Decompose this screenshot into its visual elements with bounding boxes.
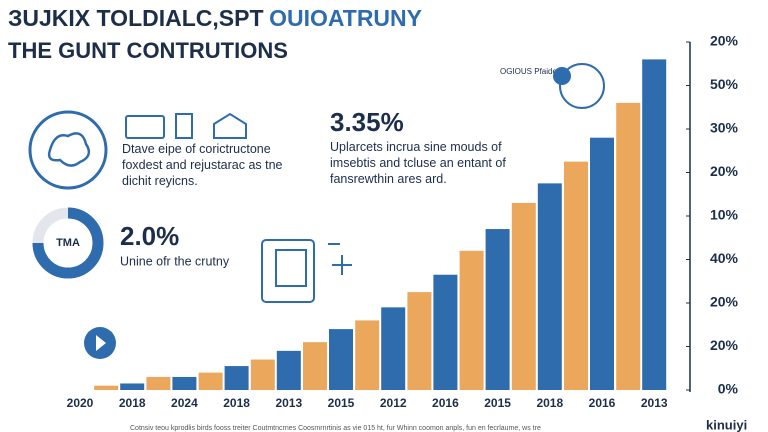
- bar: [433, 274, 458, 390]
- block3: Unine ofr the crutny: [120, 254, 230, 268]
- block1-line: dichit reyicns.: [122, 174, 198, 188]
- icon-circle: [28, 110, 108, 190]
- bar: [511, 202, 536, 390]
- y-tick-label: 0%: [718, 381, 739, 397]
- bar: [485, 229, 510, 390]
- footer-note: Cotnsiv teou kprodlis birds fooss treite…: [130, 425, 541, 432]
- bar: [224, 366, 249, 390]
- bar: [590, 137, 614, 390]
- y-tick-label: 20%: [710, 294, 739, 310]
- bar: [94, 385, 119, 390]
- x-tick-label: 2012: [380, 396, 407, 410]
- bar: [303, 342, 327, 390]
- plot: 20% 50% 30% 20% 10% 40% 20% 20% 0% 2020 2018 2024 20…: [67, 33, 739, 410]
- bar: [537, 183, 562, 390]
- block2-line: fansrewthin ares ard.: [330, 172, 447, 186]
- x-tick-label: 2016: [589, 396, 616, 410]
- brand: kinuiyi: [706, 417, 747, 432]
- bar: [381, 307, 406, 390]
- subtitle: THE GUNT CONTRUTIONS: [8, 38, 288, 63]
- icon-map: [47, 132, 91, 167]
- x-tick-label: 2016: [432, 396, 459, 410]
- x-tick-label: 2013: [641, 396, 668, 410]
- bar: [564, 161, 588, 390]
- y-tick-label: 20%: [710, 33, 739, 49]
- donut-arc: [32, 207, 104, 279]
- x-tick-label: 2018: [223, 396, 250, 410]
- x-tick-label: 2018: [119, 396, 146, 410]
- x-tick-label: 2013: [275, 396, 302, 410]
- y-tick-label: 10%: [710, 207, 739, 223]
- x-tick-label: 2020: [67, 396, 94, 410]
- bar: [120, 383, 145, 390]
- y-tick-label: 20%: [710, 337, 739, 353]
- x-tick-label: 2015: [484, 396, 511, 410]
- stat1: 3.35%: [330, 107, 404, 137]
- block2: Uplarcets incrua sine mouds of imsebtis …: [330, 140, 509, 186]
- bar: [355, 320, 380, 390]
- x-tick-label: 2015: [328, 396, 355, 410]
- stat2: 2.0%: [120, 221, 179, 251]
- bar: [329, 329, 353, 390]
- bar: [616, 102, 641, 391]
- y-tick-label: 50%: [710, 76, 739, 92]
- icon-row: [125, 112, 247, 139]
- badge: OGIOUS Pfaide: [500, 67, 557, 76]
- title-blue: OUIOATRUNY: [269, 5, 422, 31]
- bar: [459, 250, 484, 390]
- x-tick-label: 2018: [536, 396, 563, 410]
- block2-line: Uplarcets incrua sine mouds of: [330, 140, 502, 154]
- icon-docs: [261, 239, 352, 303]
- bar: [146, 376, 171, 390]
- bar: [172, 376, 197, 390]
- y-tick-label: 40%: [710, 250, 739, 266]
- donut-label: TMA: [56, 237, 80, 249]
- title-dark: ЗUJKIX TOLDIALC,SPT: [8, 5, 263, 31]
- bar: [198, 372, 223, 390]
- bar: [407, 292, 432, 390]
- block2-line: imsebtis and tcluse an entant of: [330, 156, 506, 170]
- y-tick-label: 30%: [710, 120, 739, 136]
- bar: [642, 59, 667, 391]
- block1-line: foxdest and rejustarac as tne: [122, 158, 283, 172]
- bar: [250, 359, 275, 390]
- x-tick-label: 2024: [171, 396, 198, 410]
- y-tick-label: 20%: [710, 163, 739, 179]
- bar: [276, 350, 301, 390]
- badge-ring: [559, 63, 605, 109]
- play-icon: [96, 335, 106, 351]
- badge-dot: [553, 67, 571, 85]
- title: ЗUJKIX TOLDIALC,SPT OUIOATRUNY: [8, 5, 422, 31]
- block1: Dtave eipe of corictructone foxdest and …: [122, 142, 286, 188]
- block1-line: Dtave eipe of corictructone: [122, 142, 271, 156]
